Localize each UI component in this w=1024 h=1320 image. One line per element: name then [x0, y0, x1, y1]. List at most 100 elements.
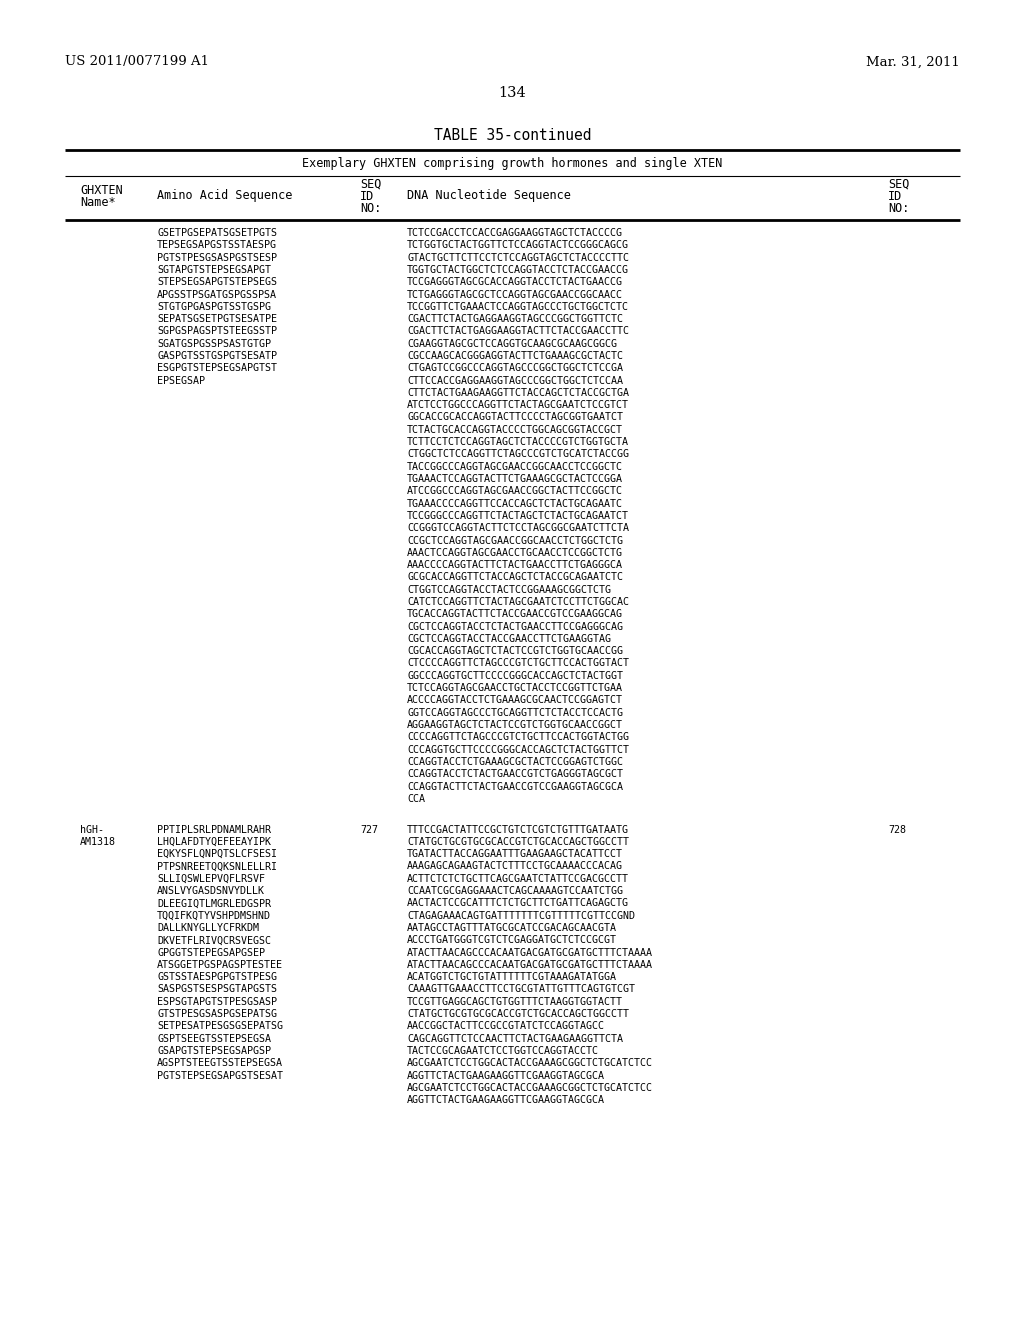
Text: PGTSTPESGSASPGSTSESP: PGTSTPESGSASPGSTSESP — [157, 252, 278, 263]
Text: GGCACCGCACCAGGTACTTCCCCTAGCGGTGAATCT: GGCACCGCACCAGGTACTTCCCCTAGCGGTGAATCT — [407, 412, 623, 422]
Text: SEPATSGSETPGTSESATPE: SEPATSGSETPGTSESATPE — [157, 314, 278, 325]
Text: CTATGCTGCGTGCGCACCGTCTGCACCAGCTGGCCTT: CTATGCTGCGTGCGCACCGTCTGCACCAGCTGGCCTT — [407, 1008, 629, 1019]
Text: CGCCAAGCACGGGAGGTACTTCTGAAAGCGCTACTC: CGCCAAGCACGGGAGGTACTTCTGAAAGCGCTACTC — [407, 351, 623, 360]
Text: AGCGAATCTCCTGGCACTACCGAAAGCGGCTCTGCATCTCC: AGCGAATCTCCTGGCACTACCGAAAGCGGCTCTGCATCTC… — [407, 1059, 653, 1068]
Text: CTTCCACCGAGGAAGGTAGCCCGGCTGGCTCTCCAA: CTTCCACCGAGGAAGGTAGCCCGGCTGGCTCTCCAA — [407, 376, 623, 385]
Text: AM1318: AM1318 — [80, 837, 116, 847]
Text: GCGCACCAGGTTCTACCAGCTCTACCGCAGAATCTC: GCGCACCAGGTTCTACCAGCTCTACCGCAGAATCTC — [407, 573, 623, 582]
Text: TGGTGCTACTGGCTCTCCAGGTACCTCTACCGAACCG: TGGTGCTACTGGCTCTCCAGGTACCTCTACCGAACCG — [407, 265, 629, 275]
Text: CGACTTCTACTGAGGAAGGTACTTCTACCGAACCTTC: CGACTTCTACTGAGGAAGGTACTTCTACCGAACCTTC — [407, 326, 629, 337]
Text: Amino Acid Sequence: Amino Acid Sequence — [157, 190, 293, 202]
Text: ACCCCAGGTACCTCTGAAAGCGCAACTCCGGAGTCT: ACCCCAGGTACCTCTGAAAGCGCAACTCCGGAGTCT — [407, 696, 623, 705]
Text: hGH-: hGH- — [80, 825, 104, 834]
Text: CTAGAGAAACAGTGATTTTTTTCGTTTTTCGTTCCGND: CTAGAGAAACAGTGATTTTTTTCGTTTTTCGTTCCGND — [407, 911, 635, 920]
Text: TQQIFKQTYVSHPDMSHND: TQQIFKQTYVSHPDMSHND — [157, 911, 271, 920]
Text: AAACCCCAGGTACTTCTACTGAACCTTCTGAGGGCA: AAACCCCAGGTACTTCTACTGAACCTTCTGAGGGCA — [407, 560, 623, 570]
Text: CCGGGTCCAGGTACTTCTCCTAGCGGCGAATCTTCTA: CCGGGTCCAGGTACTTCTCCTAGCGGCGAATCTTCTA — [407, 523, 629, 533]
Text: GSAPGTSTEPSEGSAPGSP: GSAPGTSTEPSEGSAPGSP — [157, 1045, 271, 1056]
Text: GSTSSTAESPGPGTSTPESG: GSTSSTAESPGPGTSTPESG — [157, 972, 278, 982]
Text: TABLE 35-continued: TABLE 35-continued — [434, 128, 591, 143]
Text: CGAAGGTAGCGCTCCAGGTGCAAGCGCAAGCGGCG: CGAAGGTAGCGCTCCAGGTGCAAGCGCAAGCGGCG — [407, 339, 617, 348]
Text: CTGGTCCAGGTACCTACTCCGGAAAGCGGCTCTG: CTGGTCCAGGTACCTACTCCGGAAAGCGGCTCTG — [407, 585, 611, 595]
Text: EPSEGSAP: EPSEGSAP — [157, 376, 205, 385]
Text: CGCTCCAGGTACCTACCGAACCTTCTGAAGGTAG: CGCTCCAGGTACCTACCGAACCTTCTGAAGGTAG — [407, 634, 611, 644]
Text: CCAGGTACTTCTACTGAACCGTCCGAAGGTAGCGCA: CCAGGTACTTCTACTGAACCGTCCGAAGGTAGCGCA — [407, 781, 623, 792]
Text: SLLIQSWLEPVQFLRSVF: SLLIQSWLEPVQFLRSVF — [157, 874, 265, 884]
Text: TCTGGTGCTACTGGTTCTCCAGGTACTCCGGGCAGCG: TCTGGTGCTACTGGTTCTCCAGGTACTCCGGGCAGCG — [407, 240, 629, 251]
Text: TGCACCAGGTACTTCTACCGAACCGTCCGAAGGCAG: TGCACCAGGTACTTCTACCGAACCGTCCGAAGGCAG — [407, 610, 623, 619]
Text: PPTIPLSRLPDNAMLRAHR: PPTIPLSRLPDNAMLRAHR — [157, 825, 271, 834]
Text: AGGTTCTACTGAAGAAGGTTCGAAGGTAGCGCA: AGGTTCTACTGAAGAAGGTTCGAAGGTAGCGCA — [407, 1096, 605, 1105]
Text: CCCCAGGTTCTAGCCCGTCTGCTTCCACTGGTACTGG: CCCCAGGTTCTAGCCCGTCTGCTTCCACTGGTACTGG — [407, 733, 629, 742]
Text: SASPGSTSESPSGTAPGSTS: SASPGSTSESPSGTAPGSTS — [157, 985, 278, 994]
Text: GGTCCAGGTAGCCCTGCAGGTTCTCTACCTCCACTG: GGTCCAGGTAGCCCTGCAGGTTCTCTACCTCCACTG — [407, 708, 623, 718]
Text: LHQLAFDTYQEFEEAYIPK: LHQLAFDTYQEFEEAYIPK — [157, 837, 271, 847]
Text: GSPTSEEGTSSTEPSEGSA: GSPTSEEGTSSTEPSEGSA — [157, 1034, 271, 1044]
Text: GTSTPESGSASPGSEPATSG: GTSTPESGSASPGSEPATSG — [157, 1008, 278, 1019]
Text: ACCCTGATGGGTCGTCTCGAGGATGCTCTCCGCGT: ACCCTGATGGGTCGTCTCGAGGATGCTCTCCGCGT — [407, 936, 617, 945]
Text: CCCAGGTGCTTCCCCGGGCACCAGCTCTACTGGTTCT: CCCAGGTGCTTCCCCGGGCACCAGCTCTACTGGTTCT — [407, 744, 629, 755]
Text: ANSLVYGASDSNVYDLLK: ANSLVYGASDSNVYDLLK — [157, 886, 265, 896]
Text: AATAGCCTAGTTTATGCGCATCCGACAGCAACGTA: AATAGCCTAGTTTATGCGCATCCGACAGCAACGTA — [407, 923, 617, 933]
Text: US 2011/0077199 A1: US 2011/0077199 A1 — [65, 55, 209, 69]
Text: CAGCAGGTTCTCCAACTTCTACTGAAGAAGGTTCTA: CAGCAGGTTCTCCAACTTCTACTGAAGAAGGTTCTA — [407, 1034, 623, 1044]
Text: ATACTTAACAGCCCACAATGACGATGCGATGCTTTCTAAAA: ATACTTAACAGCCCACAATGACGATGCGATGCTTTCTAAA… — [407, 960, 653, 970]
Text: ATCCGGCCCAGGTAGCGAACCGGCTACTTCCGGCTC: ATCCGGCCCAGGTAGCGAACCGGCTACTTCCGGCTC — [407, 486, 623, 496]
Text: GTACTGCTTCTTCCTCTCCAGGTAGCTCTACCCCTTC: GTACTGCTTCTTCCTCTCCAGGTAGCTCTACCCCTTC — [407, 252, 629, 263]
Text: CCAATCGCGAGGAAACTCAGCAAAAGTCCAATCTGG: CCAATCGCGAGGAAACTCAGCAAAAGTCCAATCTGG — [407, 886, 623, 896]
Text: 728: 728 — [888, 825, 906, 834]
Text: AAACTCCAGGTAGCGAACCTGCAACCTCCGGCTCTG: AAACTCCAGGTAGCGAACCTGCAACCTCCGGCTCTG — [407, 548, 623, 558]
Text: TCCGGTTCTGAAACTCCAGGTAGCCCTGCTGGCTCTC: TCCGGTTCTGAAACTCCAGGTAGCCCTGCTGGCTCTC — [407, 302, 629, 312]
Text: CCA: CCA — [407, 793, 425, 804]
Text: NO:: NO: — [360, 202, 381, 214]
Text: CCGCTCCAGGTAGCGAACCGGCAACCTCTGGCTCTG: CCGCTCCAGGTAGCGAACCGGCAACCTCTGGCTCTG — [407, 536, 623, 545]
Text: CATCTCCAGGTTCTACTAGCGAATCTCCTTCTGGCAC: CATCTCCAGGTTCTACTAGCGAATCTCCTTCTGGCAC — [407, 597, 629, 607]
Text: TACCGGCCCAGGTAGCGAACCGGCAACCTCCGGCTC: TACCGGCCCAGGTAGCGAACCGGCAACCTCCGGCTC — [407, 462, 623, 471]
Text: GSETPGSEPATSGSETPGTS: GSETPGSEPATSGSETPGTS — [157, 228, 278, 238]
Text: AGGTTCTACTGAAGAAGGTTCGAAGGTAGCGCA: AGGTTCTACTGAAGAAGGTTCGAAGGTAGCGCA — [407, 1071, 605, 1081]
Text: STGTGPGASPGTSSTGSPG: STGTGPGASPGTSSTGSPG — [157, 302, 271, 312]
Text: Mar. 31, 2011: Mar. 31, 2011 — [866, 55, 961, 69]
Text: TGATACTTACCAGGAATTTGAAGAAGCTACATTCCT: TGATACTTACCAGGAATTTGAAGAAGCTACATTCCT — [407, 849, 623, 859]
Text: AGSPTSTEEGTSSTEPSEGSA: AGSPTSTEEGTSSTEPSEGSA — [157, 1059, 283, 1068]
Text: AAAGAGCAGAAGTACTCTTTCCTGCAAAACCCACAG: AAAGAGCAGAAGTACTCTTTCCTGCAAAACCCACAG — [407, 862, 623, 871]
Text: SEQ: SEQ — [888, 177, 909, 190]
Text: ESPSGTAPGTSTPESGSASP: ESPSGTAPGTSTPESGSASP — [157, 997, 278, 1007]
Text: PTPSNREETQQKSNLELLRI: PTPSNREETQQKSNLELLRI — [157, 862, 278, 871]
Text: TGAAACCCCAGGTTCCACCAGCTCTACTGCAGAATC: TGAAACCCCAGGTTCCACCAGCTCTACTGCAGAATC — [407, 499, 623, 508]
Text: Exemplary GHXTEN comprising growth hormones and single XTEN: Exemplary GHXTEN comprising growth hormo… — [302, 157, 723, 169]
Text: CTATGCTGCGTGCGCACCGTCTGCACCAGCTGGCCTT: CTATGCTGCGTGCGCACCGTCTGCACCAGCTGGCCTT — [407, 837, 629, 847]
Text: DALLKNYGLLYCFRKDM: DALLKNYGLLYCFRKDM — [157, 923, 259, 933]
Text: 134: 134 — [499, 86, 526, 100]
Text: SETPESATPESGSGSEPATSG: SETPESATPESGSGSEPATSG — [157, 1022, 283, 1031]
Text: TCTACTGCACCAGGTACCCCTGGCAGCGGTACCGCT: TCTACTGCACCAGGTACCCCTGGCAGCGGTACCGCT — [407, 425, 623, 434]
Text: CTGGCTCTCCAGGTTCTAGCCCGTCTGCATCTACCGG: CTGGCTCTCCAGGTTCTAGCCCGTCTGCATCTACCGG — [407, 449, 629, 459]
Text: DKVETFLRIVQCRSVEGSC: DKVETFLRIVQCRSVEGSC — [157, 936, 271, 945]
Text: ID: ID — [360, 190, 374, 202]
Text: TCTGAGGGTAGCGCTCCAGGTAGCGAACCGGCAACC: TCTGAGGGTAGCGCTCCAGGTAGCGAACCGGCAACC — [407, 289, 623, 300]
Text: ACTTCTCTCTGCTTCAGCGAATCTATTCCGACGCCTT: ACTTCTCTCTGCTTCAGCGAATCTATTCCGACGCCTT — [407, 874, 629, 884]
Text: STEPSEGSAPGTSTEPSEGS: STEPSEGSAPGTSTEPSEGS — [157, 277, 278, 288]
Text: 727: 727 — [360, 825, 378, 834]
Text: AACTACTCCGCATTTCTCTGCTTCTGATTCAGAGCTG: AACTACTCCGCATTTCTCTGCTTCTGATTCAGAGCTG — [407, 899, 629, 908]
Text: TTTCCGACTATTCCGCTGTCTCGTCTGTTTGATAATG: TTTCCGACTATTCCGCTGTCTCGTCTGTTTGATAATG — [407, 825, 629, 834]
Text: TCTCCGACCTCCACCGAGGAAGGTAGCTCTACCCCG: TCTCCGACCTCCACCGAGGAAGGTAGCTCTACCCCG — [407, 228, 623, 238]
Text: GASPGTSSTGSPGTSESATP: GASPGTSSTGSPGTSESATP — [157, 351, 278, 360]
Text: TCCGTTGAGGCAGCTGTGGTTTCTAAGGTGGTACTT: TCCGTTGAGGCAGCTGTGGTTTCTAAGGTGGTACTT — [407, 997, 623, 1007]
Text: TGAAACTCCAGGTACTTCTGAAAGCGCTACTCCGGA: TGAAACTCCAGGTACTTCTGAAAGCGCTACTCCGGA — [407, 474, 623, 484]
Text: DNA Nucleotide Sequence: DNA Nucleotide Sequence — [407, 190, 570, 202]
Text: ATCTCCTGGCCCAGGTTCTACTAGCGAATCTCCGTCT: ATCTCCTGGCCCAGGTTCTACTAGCGAATCTCCGTCT — [407, 400, 629, 411]
Text: APGSSTPSGATGSPGSSPSA: APGSSTPSGATGSPGSSPSA — [157, 289, 278, 300]
Text: CGCTCCAGGTACCTCTACTGAACCTTCCGAGGGCAG: CGCTCCAGGTACCTCTACTGAACCTTCCGAGGGCAG — [407, 622, 623, 631]
Text: GHXTEN: GHXTEN — [80, 183, 123, 197]
Text: TCCGAGGGTAGCGCACCAGGTACCTCTACTGAACCG: TCCGAGGGTAGCGCACCAGGTACCTCTACTGAACCG — [407, 277, 623, 288]
Text: SGTAPGTSTEPSEGSAPGT: SGTAPGTSTEPSEGSAPGT — [157, 265, 271, 275]
Text: Name*: Name* — [80, 195, 116, 209]
Text: TACTCCGCAGAATCTCCTGGTCCAGGTACCTC: TACTCCGCAGAATCTCCTGGTCCAGGTACCTC — [407, 1045, 599, 1056]
Text: CCAGGTACCTCTGAAAGCGCTACTCCGGAGTCTGGC: CCAGGTACCTCTGAAAGCGCTACTCCGGAGTCTGGC — [407, 756, 623, 767]
Text: AACCGGCTACTTCCGCCGTATCTCCAGGTAGCC: AACCGGCTACTTCCGCCGTATCTCCAGGTAGCC — [407, 1022, 605, 1031]
Text: NO:: NO: — [888, 202, 909, 214]
Text: TCTCCAGGTAGCGAACCTGCTACCTCCGGTTCTGAA: TCTCCAGGTAGCGAACCTGCTACCTCCGGTTCTGAA — [407, 684, 623, 693]
Text: SEQ: SEQ — [360, 177, 381, 190]
Text: CCAGGTACCTCTACTGAACCGTCTGAGGGTAGCGCT: CCAGGTACCTCTACTGAACCGTCTGAGGGTAGCGCT — [407, 770, 623, 779]
